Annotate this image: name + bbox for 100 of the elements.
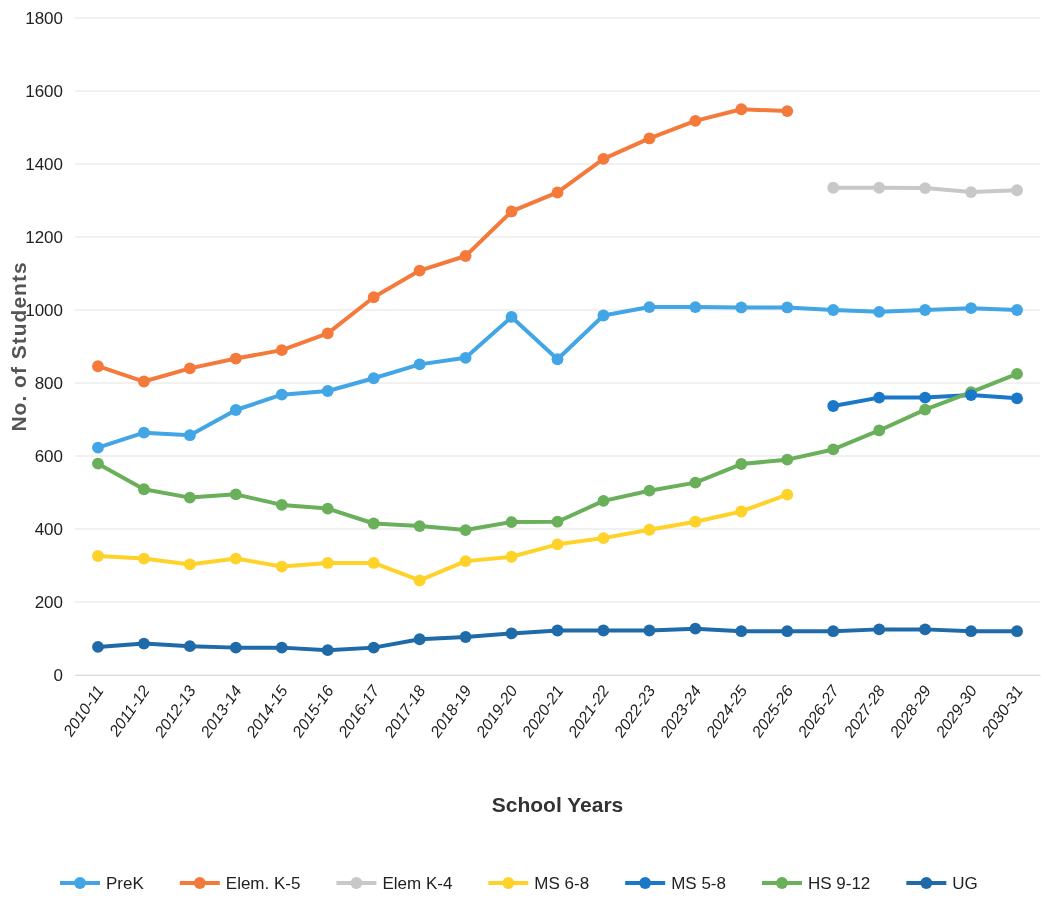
point xyxy=(965,625,977,638)
legend-label: Elem. K-5 xyxy=(225,873,301,893)
point xyxy=(873,424,886,437)
point xyxy=(827,304,840,316)
point xyxy=(321,644,334,657)
point xyxy=(735,458,748,470)
legend-label: HS 9-12 xyxy=(807,873,871,893)
point xyxy=(183,558,196,571)
point xyxy=(183,429,196,442)
point xyxy=(965,186,977,199)
point xyxy=(551,186,564,199)
point xyxy=(459,555,472,568)
point xyxy=(551,624,564,637)
y-tick-label: 0 xyxy=(53,665,63,685)
point xyxy=(275,499,288,511)
point xyxy=(919,403,932,416)
point xyxy=(735,301,748,314)
point xyxy=(229,552,242,565)
point xyxy=(781,453,794,466)
point xyxy=(551,515,564,528)
point xyxy=(229,641,242,654)
point xyxy=(919,623,932,636)
legend-label: UG xyxy=(952,873,978,893)
point xyxy=(919,182,932,194)
point xyxy=(138,426,150,439)
point xyxy=(138,552,150,565)
point xyxy=(873,181,886,194)
point xyxy=(92,550,104,562)
point xyxy=(827,400,840,412)
point xyxy=(827,443,840,456)
point xyxy=(827,181,840,194)
point xyxy=(1011,304,1023,316)
point xyxy=(275,344,288,357)
point xyxy=(505,311,518,323)
point xyxy=(689,301,702,313)
point xyxy=(781,301,794,314)
point xyxy=(689,515,702,528)
point xyxy=(919,304,932,316)
point xyxy=(92,360,104,373)
point xyxy=(459,631,472,643)
y-tick-label: 1600 xyxy=(25,81,63,101)
point xyxy=(183,362,196,375)
point xyxy=(321,502,334,515)
point xyxy=(873,305,886,318)
point xyxy=(183,491,196,504)
point xyxy=(1011,367,1023,380)
point xyxy=(229,352,242,365)
point xyxy=(643,301,656,313)
point xyxy=(505,627,518,640)
point xyxy=(965,302,977,315)
point xyxy=(689,476,702,489)
point xyxy=(551,538,564,551)
point xyxy=(367,517,380,530)
point xyxy=(413,358,426,371)
point xyxy=(367,291,380,304)
point xyxy=(229,404,242,416)
legend-label: PreK xyxy=(106,873,145,893)
y-tick-label: 600 xyxy=(34,446,63,466)
point xyxy=(597,152,610,165)
point xyxy=(735,505,748,518)
point xyxy=(781,488,794,501)
point xyxy=(643,484,656,497)
legend-label: MS 5-8 xyxy=(671,873,726,893)
point xyxy=(505,205,518,218)
legend-label: MS 6-8 xyxy=(534,873,590,893)
point xyxy=(275,560,288,573)
point xyxy=(229,488,242,501)
point xyxy=(597,494,610,507)
point xyxy=(92,441,104,454)
point xyxy=(643,523,656,536)
point xyxy=(367,641,380,654)
point xyxy=(138,637,150,650)
point xyxy=(92,457,104,470)
y-tick-label: 400 xyxy=(34,519,63,539)
point xyxy=(597,624,610,637)
y-tick-label: 1800 xyxy=(25,8,63,28)
y-tick-label: 200 xyxy=(34,592,63,612)
point xyxy=(367,557,380,569)
point xyxy=(92,640,104,653)
point xyxy=(1011,184,1023,197)
point xyxy=(459,351,472,364)
point xyxy=(275,388,288,401)
point xyxy=(505,516,518,528)
point xyxy=(1011,625,1023,638)
point xyxy=(735,103,748,116)
point xyxy=(1011,392,1023,405)
point xyxy=(873,623,886,636)
point xyxy=(413,633,426,646)
point xyxy=(321,385,334,397)
point xyxy=(643,624,656,637)
point xyxy=(459,524,472,536)
point xyxy=(597,309,610,322)
y-tick-label: 1400 xyxy=(25,154,63,174)
point xyxy=(275,641,288,654)
point xyxy=(643,132,656,145)
legend-label: Elem K-4 xyxy=(382,873,453,893)
point xyxy=(551,353,564,366)
point xyxy=(689,622,702,635)
point xyxy=(735,625,748,638)
point xyxy=(321,327,334,340)
